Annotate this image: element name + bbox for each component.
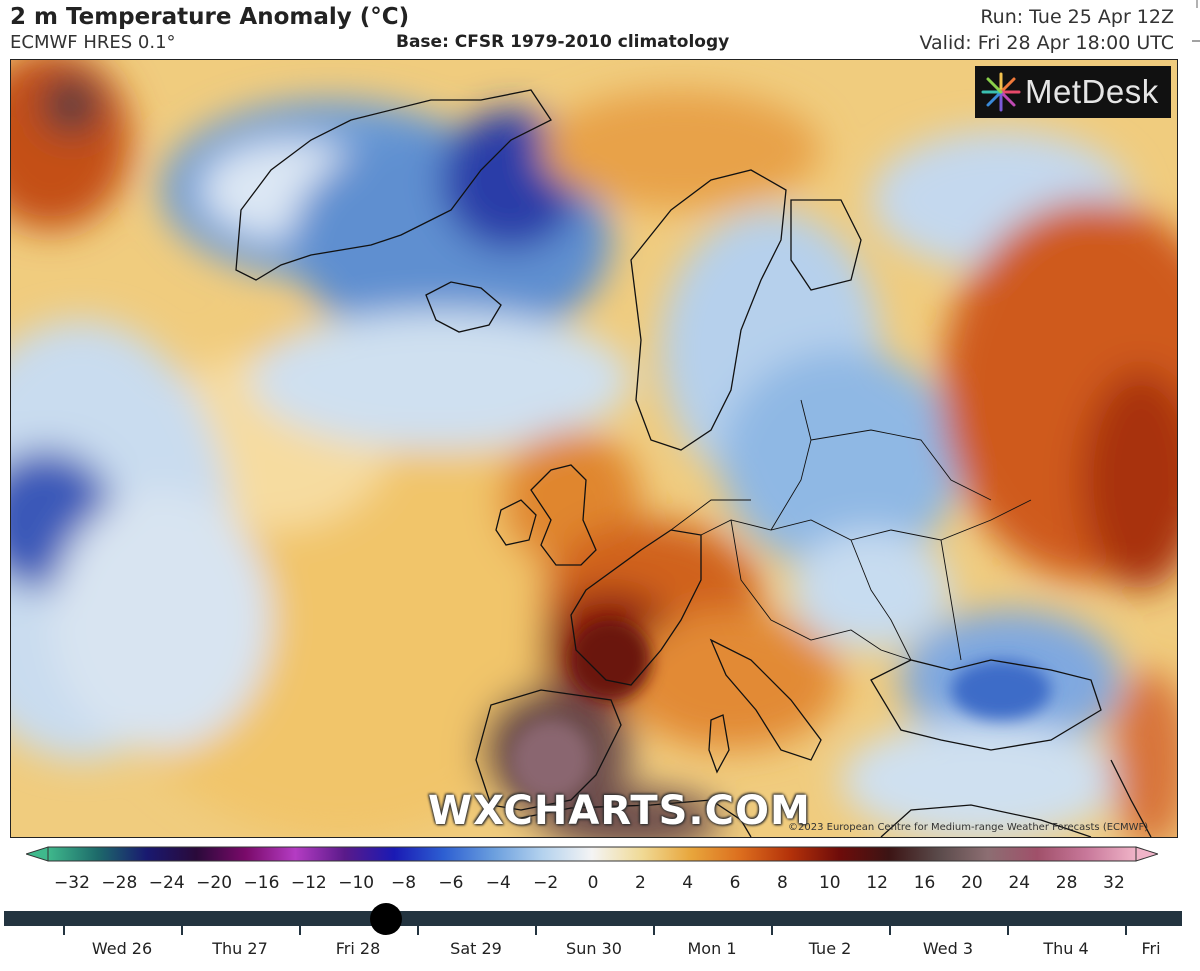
- colorbar-gradient: [47, 846, 1137, 862]
- temperature-anomaly-map[interactable]: [10, 59, 1178, 838]
- anomaly-field: [11, 60, 1177, 837]
- timeline-day-label[interactable]: Thu 4: [1043, 939, 1089, 958]
- colorbar-tick-label: 0: [587, 873, 599, 893]
- timeline-day-tick: [1007, 926, 1009, 935]
- timeline-day-label[interactable]: Fri: [1141, 939, 1161, 958]
- timeline-day-tick: [1125, 926, 1127, 935]
- watermark: WXCHARTS.COM: [428, 788, 811, 834]
- timeline-day-label[interactable]: Thu 27: [212, 939, 268, 958]
- timeline-day-label[interactable]: Fri 28: [335, 939, 381, 958]
- timeline-day-label[interactable]: Mon 1: [687, 939, 737, 958]
- edge-marks: [1192, 0, 1200, 42]
- colorbar-tick-label: 12: [866, 873, 888, 893]
- colorbar-tick-label: 28: [1055, 873, 1078, 893]
- timeline-day-tick: [417, 926, 419, 935]
- colorbar-tick-label: −28: [101, 873, 138, 893]
- colorbar-tick-label: 16: [913, 873, 936, 893]
- run-time-label: Run: Tue 25 Apr 12Z: [980, 6, 1174, 28]
- timeline-day-label[interactable]: Sun 30: [566, 939, 622, 958]
- timeline-day-tick: [535, 926, 537, 935]
- colorbar-tick-label: −24: [148, 873, 185, 893]
- timeline-day-tick: [771, 926, 773, 935]
- colorbar-tick-label: 20: [961, 873, 983, 893]
- map-canvas: [11, 60, 1177, 837]
- colorbar-max-arrow: [1135, 846, 1158, 862]
- model-label: ECMWF HRES 0.1°: [10, 32, 176, 53]
- colorbar-tick-label: −2: [533, 873, 559, 893]
- colorbar-tick-label: 8: [777, 873, 788, 893]
- timeline-day-label[interactable]: Wed 26: [91, 939, 153, 958]
- copyright-credit: ©2023 European Centre for Medium-range W…: [788, 822, 1149, 833]
- timeline-day-label[interactable]: Sat 29: [450, 939, 502, 958]
- colorbar-tick-label: −12: [290, 873, 327, 893]
- timeline-day-label[interactable]: Tue 2: [808, 939, 852, 958]
- colorbar-tick-label: −10: [338, 873, 375, 893]
- logo-text: MetDesk: [1025, 73, 1159, 110]
- colorbar-tick-label: −6: [438, 873, 464, 893]
- timeline-day-tick: [653, 926, 655, 935]
- starburst-logo-icon: [981, 72, 1021, 112]
- colorbar-tick-label: 2: [634, 873, 646, 893]
- valid-time-label: Valid: Fri 28 Apr 18:00 UTC: [919, 32, 1175, 54]
- timeline-day-label[interactable]: Wed 3: [922, 939, 974, 958]
- timeline-day-tick: [889, 926, 891, 935]
- colorbar-tick-label: 10: [818, 873, 841, 893]
- timeline-slider-track[interactable]: [4, 911, 1182, 926]
- colorbar-tick-label: −4: [485, 873, 511, 893]
- coastlines: [235, 89, 1152, 837]
- timeline-slider-handle[interactable]: [370, 903, 402, 935]
- colorbar-tick-label: 6: [729, 873, 741, 893]
- climatology-base-label: Base: CFSR 1979-2010 climatology: [396, 32, 730, 52]
- timeline-day-tick: [63, 926, 65, 935]
- colorbar-tick-label: 32: [1103, 873, 1125, 893]
- color-scale-bar: [26, 846, 1158, 862]
- colorbar-tick-label: −16: [243, 873, 280, 893]
- colorbar-tick-label: −20: [196, 873, 233, 893]
- colorbar-min-arrow: [26, 846, 49, 862]
- colorbar-tick-label: 4: [682, 873, 694, 893]
- colorbar-tick-label: 24: [1008, 873, 1031, 893]
- metdesk-logo: MetDesk: [975, 66, 1171, 118]
- timeline-day-tick: [299, 926, 301, 935]
- map-title: 2 m Temperature Anomaly (°C): [10, 4, 410, 30]
- timeline-day-tick: [181, 926, 183, 935]
- colorbar-tick-label: −32: [54, 873, 90, 893]
- colorbar-tick-label: −8: [391, 873, 417, 893]
